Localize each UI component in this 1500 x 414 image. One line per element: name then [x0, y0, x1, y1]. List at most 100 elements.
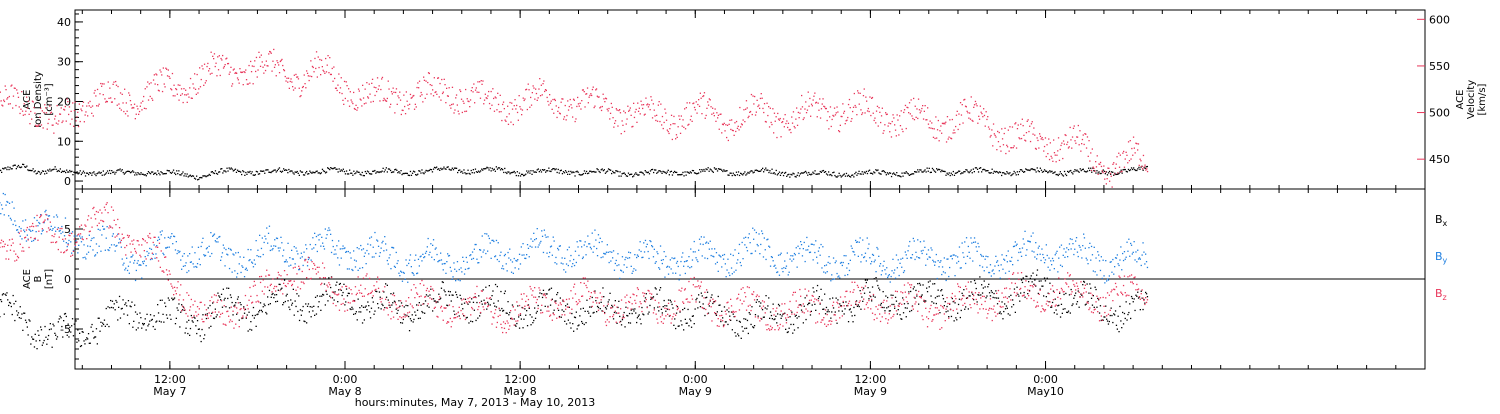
data-point — [783, 118, 784, 119]
data-point — [1019, 138, 1020, 139]
data-point — [602, 256, 603, 257]
data-point — [1017, 128, 1018, 129]
data-point — [621, 176, 622, 177]
data-point — [732, 273, 733, 274]
data-point — [864, 88, 865, 89]
data-point — [625, 174, 626, 175]
data-point — [34, 346, 35, 347]
data-point — [487, 95, 488, 96]
data-point — [614, 312, 615, 313]
data-point — [530, 324, 531, 325]
data-point — [528, 171, 529, 172]
data-point — [558, 169, 559, 170]
data-point — [84, 121, 85, 122]
data-point — [972, 172, 973, 173]
data-point — [100, 322, 101, 323]
data-point — [977, 123, 978, 124]
data-point — [839, 131, 840, 132]
data-point — [290, 265, 291, 266]
y-tick-label: 10 — [57, 135, 71, 148]
data-point — [419, 265, 420, 266]
data-point — [652, 169, 653, 170]
data-point — [82, 172, 83, 173]
data-point — [624, 312, 625, 313]
data-point — [448, 96, 449, 97]
data-point — [824, 294, 825, 295]
data-point — [363, 97, 364, 98]
data-point — [791, 116, 792, 117]
data-point — [467, 98, 468, 99]
data-point — [1134, 310, 1135, 311]
data-point — [824, 106, 825, 107]
data-point — [928, 124, 929, 125]
data-point — [916, 108, 917, 109]
data-point — [762, 108, 763, 109]
data-point — [770, 173, 771, 174]
data-point — [362, 172, 363, 173]
data-point — [266, 61, 267, 62]
data-point — [1091, 170, 1092, 171]
data-point — [340, 171, 341, 172]
data-point — [415, 315, 416, 316]
data-point — [1009, 172, 1010, 173]
data-point — [341, 258, 342, 259]
data-point — [308, 75, 309, 76]
data-point — [753, 327, 754, 328]
data-point — [916, 117, 917, 118]
data-point — [667, 266, 668, 267]
data-point — [1037, 137, 1038, 138]
data-point — [632, 271, 633, 272]
data-point — [979, 276, 980, 277]
data-point — [1000, 172, 1001, 173]
data-point — [205, 255, 206, 256]
data-point — [497, 169, 498, 170]
data-point — [1113, 162, 1114, 163]
data-point — [397, 104, 398, 105]
data-point — [676, 313, 677, 314]
data-point — [206, 318, 207, 319]
data-point — [140, 265, 141, 266]
data-point — [536, 312, 537, 313]
data-point — [1013, 304, 1014, 305]
data-point — [268, 304, 269, 305]
data-point — [535, 318, 536, 319]
data-point — [102, 175, 103, 176]
data-point — [648, 106, 649, 107]
data-point — [118, 242, 119, 243]
data-point — [67, 246, 68, 247]
data-point — [1021, 138, 1022, 139]
data-point — [706, 242, 707, 243]
data-point — [507, 313, 508, 314]
data-point — [67, 335, 68, 336]
data-point — [60, 168, 61, 169]
data-point — [622, 256, 623, 257]
data-point — [403, 95, 404, 96]
data-point — [994, 133, 995, 134]
data-point — [451, 300, 452, 301]
data-point — [194, 318, 195, 319]
data-point — [624, 264, 625, 265]
data-point — [112, 301, 113, 302]
data-point — [202, 314, 203, 315]
data-point — [309, 80, 310, 81]
data-point — [144, 108, 145, 109]
data-point — [134, 104, 135, 105]
data-point — [854, 173, 855, 174]
data-point — [383, 250, 384, 251]
data-point — [169, 76, 170, 77]
data-point — [789, 272, 790, 273]
data-point — [875, 297, 876, 298]
data-point — [187, 173, 188, 174]
data-point — [201, 242, 202, 243]
data-point — [362, 267, 363, 268]
data-point — [430, 84, 431, 85]
data-point — [726, 170, 727, 171]
data-point — [1138, 167, 1139, 168]
data-point — [633, 310, 634, 311]
data-point — [458, 111, 459, 112]
data-point — [595, 239, 596, 240]
data-point — [561, 102, 562, 103]
data-point — [237, 273, 238, 274]
data-point — [843, 113, 844, 114]
data-point — [477, 92, 478, 93]
